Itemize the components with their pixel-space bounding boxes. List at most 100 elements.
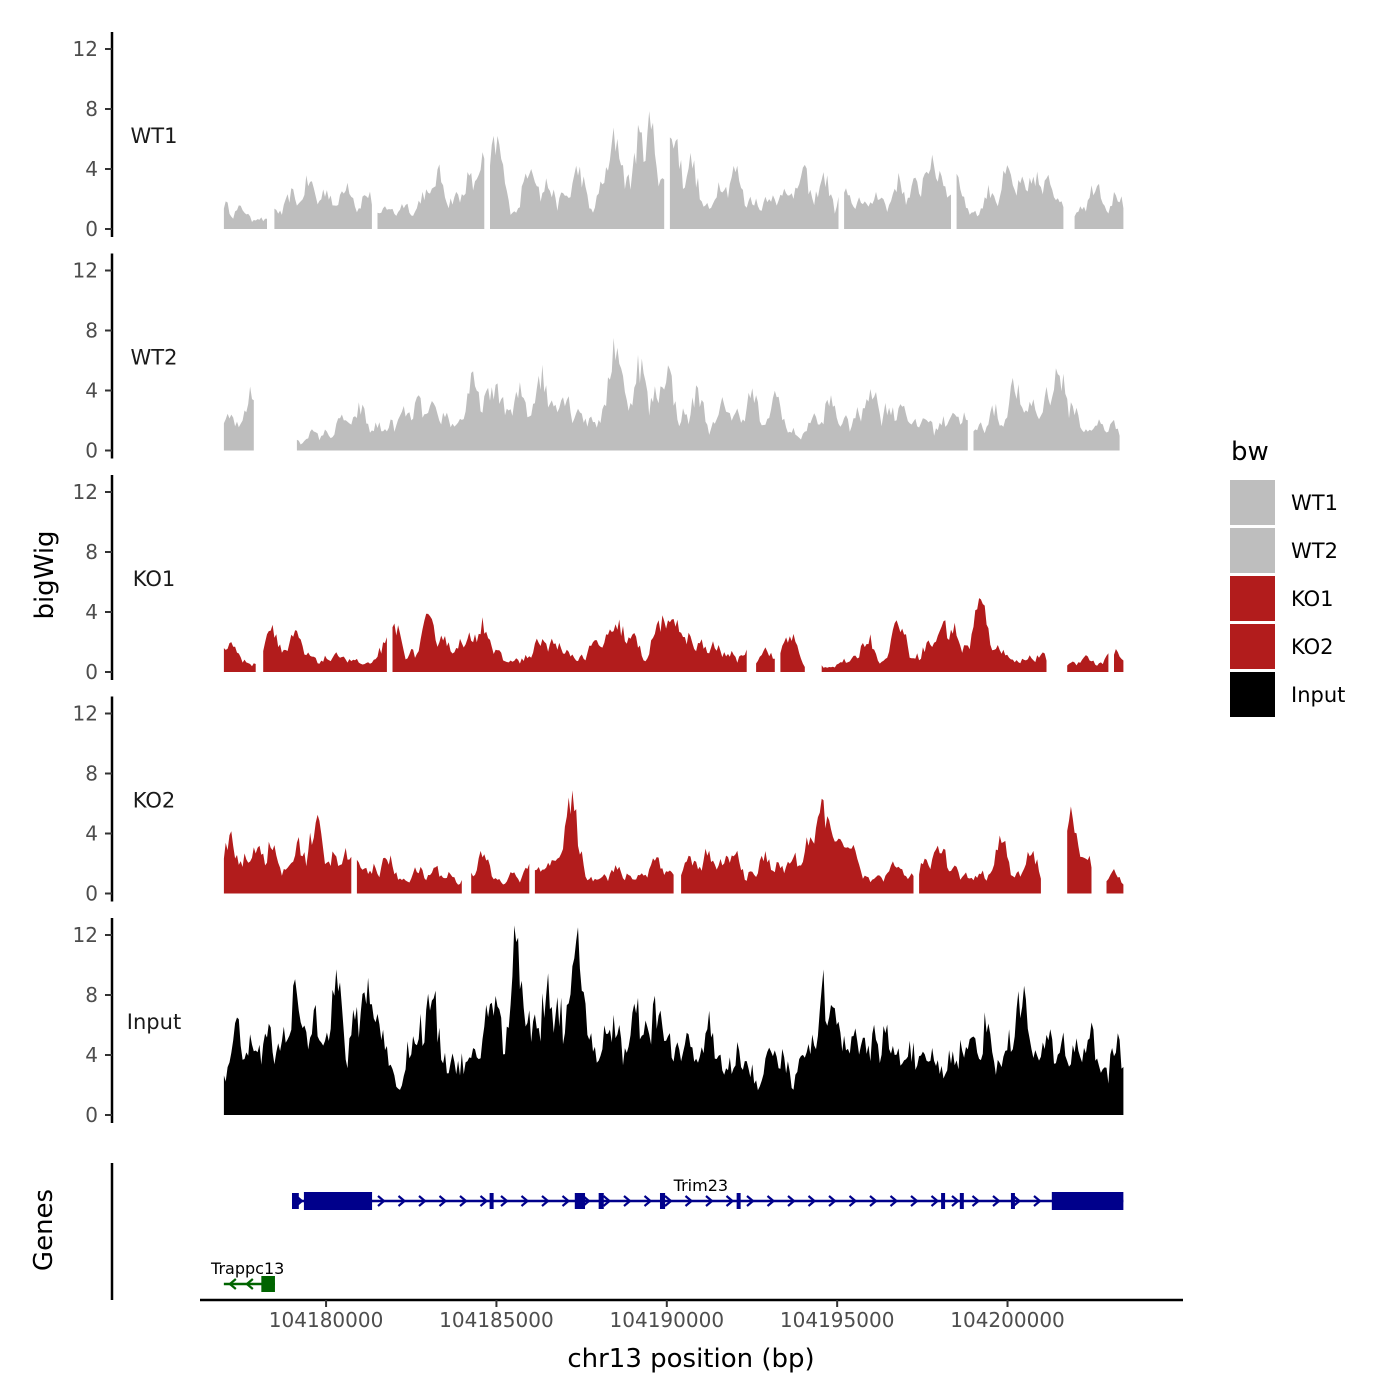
gene-exon	[736, 1193, 741, 1209]
x-tick-label: 104180000	[269, 1308, 384, 1332]
strand-chevron	[992, 1195, 1001, 1207]
coverage-area	[274, 175, 372, 229]
strand-chevron	[377, 1195, 386, 1207]
strand-chevron	[541, 1195, 550, 1207]
coverage-area	[780, 633, 805, 672]
strand-chevron	[910, 1195, 919, 1207]
y-tick-label: 4	[85, 379, 98, 403]
legend-label: WT2	[1291, 539, 1338, 563]
x-tick-label: 104185000	[439, 1308, 554, 1332]
y-tick-label: 12	[73, 259, 98, 283]
y-tick-label: 8	[85, 97, 98, 121]
coverage-area	[1114, 649, 1124, 672]
coverage-area	[1067, 653, 1109, 672]
y-tick-label: 4	[85, 822, 98, 846]
track-wt2: 0 4 8 12 WT2	[73, 253, 1120, 463]
gene-exon	[1051, 1192, 1124, 1210]
strand-chevron	[828, 1195, 837, 1207]
coverage-area	[919, 835, 1041, 894]
y-tick-label: 8	[85, 983, 98, 1007]
legend-entry-wt1: WT1	[1230, 480, 1338, 525]
strand-chevron	[971, 1195, 981, 1207]
gene-exon	[959, 1193, 964, 1209]
coverage-area	[669, 137, 839, 229]
coverage-area	[296, 337, 968, 451]
strand-chevron	[418, 1195, 427, 1207]
x-axis-ticks: 104180000 104185000 104190000 104195000 1042…	[269, 1300, 1065, 1332]
gene-models: Trim23 Trappc13	[210, 1176, 1124, 1292]
coverage-area	[392, 613, 747, 672]
strand-chevron	[1033, 1195, 1042, 1207]
strand-chevron	[848, 1195, 858, 1207]
track-name-label: Input	[127, 1010, 181, 1034]
strand-chevron	[397, 1195, 407, 1207]
coverage-area	[223, 201, 267, 229]
legend-label: WT1	[1291, 491, 1338, 515]
genes-axis-title: Genes	[29, 1189, 59, 1271]
track-name-label: WT2	[131, 346, 178, 370]
legend-entry-input: Input	[1230, 672, 1345, 717]
coverage-area	[534, 790, 674, 894]
y-tick-label: 4	[85, 157, 98, 181]
track-name-label: WT1	[131, 124, 178, 148]
legend-entry-wt2: WT2	[1230, 528, 1338, 573]
coverage-area	[471, 850, 530, 894]
strand-chevron	[459, 1195, 468, 1207]
strand-chevron	[623, 1195, 632, 1207]
legend-swatch	[1230, 672, 1275, 717]
y-tick-label: 12	[73, 702, 98, 726]
coverage-area	[263, 624, 387, 672]
legend-entry-ko2: KO2	[1230, 624, 1334, 669]
gene-exon	[598, 1193, 604, 1209]
legend-label: KO2	[1291, 635, 1334, 659]
coverage-area	[377, 152, 485, 229]
y-axis-title: bigWig	[30, 530, 60, 619]
strand-chevron	[951, 1195, 960, 1207]
strand-chevron	[684, 1195, 694, 1207]
gene-trappc13: Trappc13	[210, 1259, 284, 1292]
strand-chevron	[245, 1278, 254, 1290]
track-wt1: 0 4 8 12 WT1	[73, 32, 1124, 241]
track-name-label: KO1	[133, 567, 176, 591]
y-tick-label: 12	[73, 923, 98, 947]
strand-chevron	[807, 1195, 817, 1207]
x-axis: 104180000 104185000 104190000 104195000 1042…	[200, 1298, 1183, 1374]
strand-chevron	[766, 1195, 776, 1207]
strand-chevron	[602, 1195, 612, 1207]
gene-name-label: Trim23	[673, 1176, 728, 1195]
strand-chevron	[725, 1195, 735, 1207]
track-input: 0 4 8 12 Input	[73, 918, 1124, 1127]
gene-trim23: Trim23	[291, 1176, 1124, 1210]
coverage-area	[821, 598, 1047, 672]
strand-chevron	[520, 1195, 530, 1207]
coverage-area	[956, 165, 1064, 229]
strand-chevron	[479, 1195, 489, 1207]
coverage-area	[223, 814, 352, 894]
gene-exon	[303, 1192, 373, 1210]
gene-exon	[291, 1193, 299, 1209]
coverage-area	[223, 925, 1124, 1115]
gene-exon	[574, 1193, 586, 1209]
legend: bw WT1 WT2 KO1 KO2 Input	[1230, 437, 1345, 717]
legend-swatch	[1230, 624, 1275, 669]
track-ko2: 0 4 8 12 KO2	[73, 696, 1124, 906]
strand-chevron	[705, 1195, 714, 1207]
y-tick-label: 4	[85, 600, 98, 624]
legend-title: bw	[1231, 437, 1269, 467]
track-ko1: 0 4 8 12 KO1	[73, 475, 1124, 684]
y-tick-label: 8	[85, 319, 98, 343]
y-tick-label: 12	[73, 37, 98, 61]
legend-label: Input	[1291, 683, 1345, 707]
gene-exon	[489, 1193, 494, 1209]
strand-chevron	[787, 1195, 796, 1207]
strand-chevron	[746, 1195, 755, 1207]
coverage-area	[223, 642, 256, 672]
coverage-area	[756, 647, 775, 672]
strand-chevron	[1012, 1195, 1022, 1207]
y-tick-label: 0	[85, 1103, 98, 1127]
strand-chevron	[438, 1195, 448, 1207]
y-tick-label: 8	[85, 762, 98, 786]
coverage-area	[490, 111, 665, 229]
x-tick-label: 104195000	[780, 1308, 895, 1332]
